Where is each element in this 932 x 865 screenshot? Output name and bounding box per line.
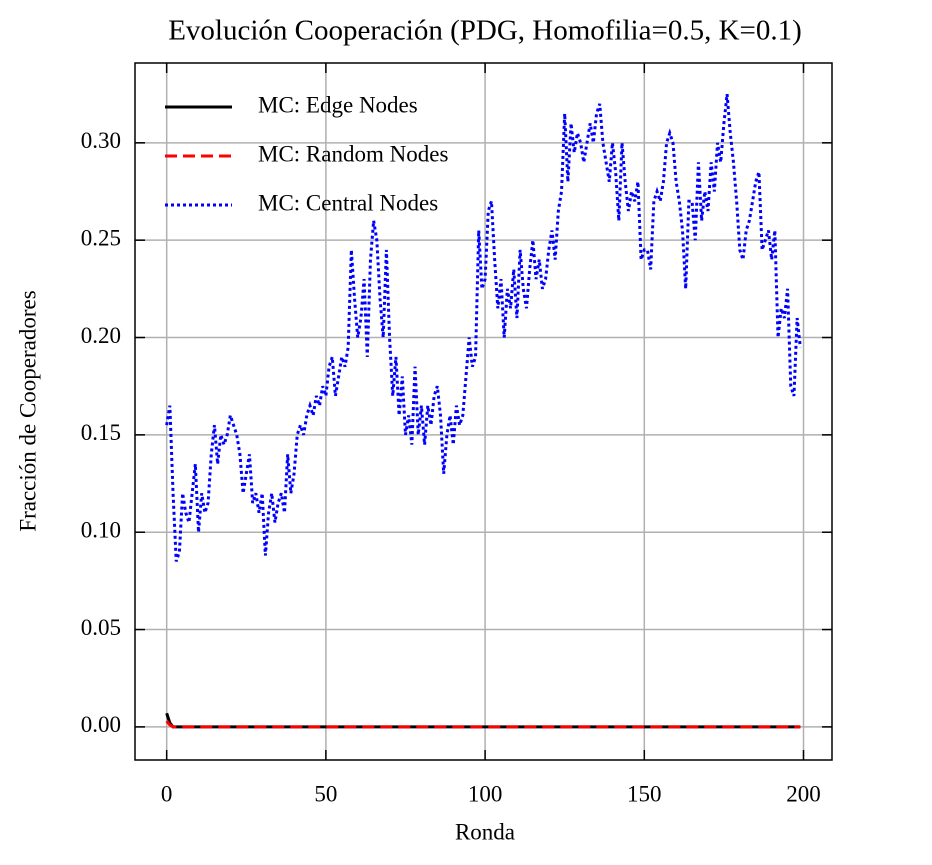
y-tick-label: 0.05 <box>81 615 121 640</box>
x-tick-label: 50 <box>314 781 337 806</box>
series-line <box>165 720 801 729</box>
series-line <box>165 712 801 729</box>
legend-label: MC: Central Nodes <box>258 190 438 215</box>
x-tick-label: 200 <box>786 781 821 806</box>
x-tick-label: 150 <box>627 781 662 806</box>
y-tick-label: 0.25 <box>81 225 121 250</box>
y-tick-label: 0.15 <box>81 420 121 445</box>
x-axis-label: Ronda <box>455 819 515 844</box>
x-tick-label: 0 <box>161 781 173 806</box>
x-tick-label: 100 <box>468 781 503 806</box>
y-tick-label: 0.10 <box>81 517 121 542</box>
y-axis-label: Fracción de Cooperadores <box>15 290 40 531</box>
series-line <box>165 93 802 562</box>
y-tick-label: 0.30 <box>81 128 121 153</box>
legend-label: MC: Edge Nodes <box>258 92 418 117</box>
chart-title: Evolución Cooperación (PDG, Homofilia=0.… <box>168 15 802 47</box>
y-tick-label: 0.20 <box>81 323 121 348</box>
plot-frame <box>134 62 833 761</box>
legend-label: MC: Random Nodes <box>258 141 448 166</box>
y-tick-label: 0.00 <box>81 712 121 737</box>
